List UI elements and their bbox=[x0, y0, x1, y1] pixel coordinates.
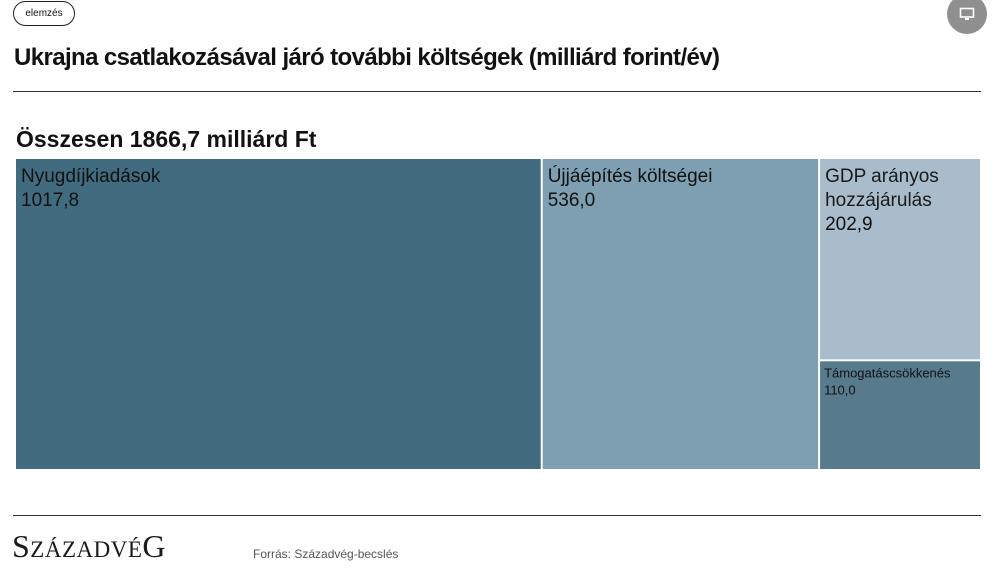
treemap-value-tamogatascsokkenes: 110,0 bbox=[824, 382, 856, 397]
treemap-chart: Nyugdíjkiadások 1017,8 Újjáépítés költsége… bbox=[16, 159, 980, 469]
treemap-cell-gdp-aranyos-hozzajarulas[interactable]: GDP arányos hozzájárulás 202,9 bbox=[820, 159, 980, 360]
treemap-label-nyugdijkiadasok: Nyugdíjkiadások bbox=[21, 166, 161, 187]
title-divider bbox=[13, 91, 981, 92]
chart-title: Ukrajna csatlakozásával járó további köl… bbox=[14, 44, 720, 71]
analysis-badge[interactable]: elemzés bbox=[13, 1, 75, 26]
treemap-rect-nyugdijkiadasok[interactable] bbox=[16, 159, 541, 469]
treemap-label-ujjaepites-koltsegei: Újjáépítés költségei bbox=[548, 165, 713, 187]
treemap-value-ujjaepites-koltsegei: 536,0 bbox=[548, 190, 596, 211]
treemap-label-tamogatascsokkenes: Támogatáscsökkenés bbox=[824, 365, 951, 380]
treemap-rect-ujjaepites-koltsegei[interactable] bbox=[542, 159, 819, 469]
treemap-rect-gdp-aranyos-hozzajarulas[interactable] bbox=[820, 159, 980, 360]
treemap-cell-tamogatascsokkenes[interactable]: Támogatáscsökkenés 110,0 bbox=[820, 361, 980, 469]
presentation-icon bbox=[959, 7, 975, 20]
treemap-rect-tamogatascsokkenes[interactable] bbox=[820, 361, 980, 469]
treemap-cell-nyugdijkiadasok[interactable]: Nyugdíjkiadások 1017,8 bbox=[16, 159, 541, 469]
footer-divider bbox=[13, 515, 981, 516]
treemap-cell-ujjaepites-koltsegei[interactable]: Újjáépítés költségei 536,0 bbox=[542, 159, 819, 469]
source-note: Forrás: Századvég-becslés bbox=[253, 547, 399, 561]
treemap-label-gdp-aranyos-hozzajarulas: GDP arányos hozzájárulás bbox=[825, 166, 939, 211]
total-label: Összesen 1866,7 milliárd Ft bbox=[16, 126, 317, 152]
presentation-button[interactable] bbox=[947, 0, 987, 34]
treemap-value-gdp-aranyos-hozzajarulas: 202,9 bbox=[825, 214, 873, 235]
szazadveg-logo: SZÁZADVÉG bbox=[12, 528, 166, 564]
treemap-value-nyugdijkiadasok: 1017,8 bbox=[21, 190, 79, 211]
